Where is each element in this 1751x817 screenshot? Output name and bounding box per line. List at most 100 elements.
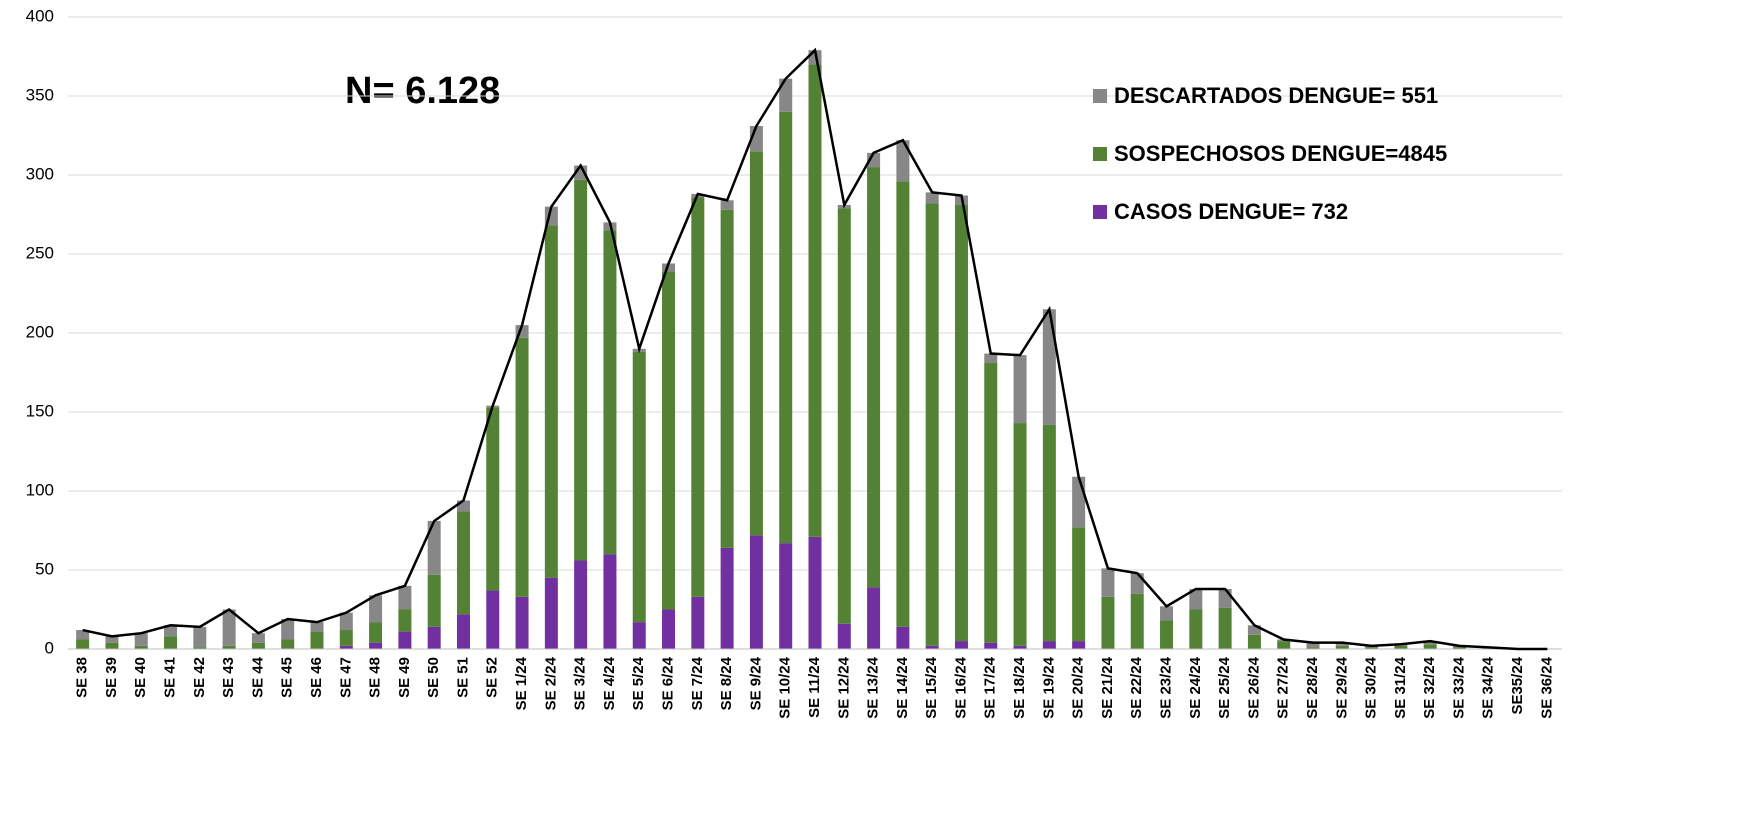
x-tick-label: SE 28/24 [1304,656,1321,718]
x-tick-label: SE 48 [367,657,384,698]
bar-segment [1365,647,1379,649]
x-tick-label: SE 52 [484,657,501,698]
bar-segment [954,641,968,649]
bar-segment [662,271,676,610]
x-tick-label: SE 4/24 [601,656,618,710]
bar-segment [164,625,178,637]
x-tick-label: SE 11/24 [806,656,823,718]
legend-swatch [1093,205,1107,219]
bar-segment [896,626,910,649]
x-tick-label: SE 46 [308,657,325,698]
legend-swatch [1093,89,1107,103]
bar-segment [164,636,178,649]
bar-segment [1072,527,1086,642]
bar-segment [954,205,968,642]
x-tick-label: SE 25/24 [1216,656,1233,718]
bar-segment [1452,647,1466,649]
x-tick-label: SE 1/24 [513,656,530,710]
bar-segment [310,631,324,649]
bar-segment [837,208,851,624]
x-tick-label: SE 39 [103,657,120,698]
x-tick-label: SE 7/24 [689,656,706,710]
x-tick-label: SE 13/24 [865,656,882,718]
legend-swatch [1093,147,1107,161]
x-tick-label: SE 15/24 [923,656,940,718]
bar-segment [339,630,353,646]
x-tick-label: SE 10/24 [777,656,794,718]
bar-segment [76,639,90,649]
x-tick-label: SE 21/24 [1099,656,1116,718]
legend-label: CASOS DENGUE= 732 [1114,199,1348,224]
bar-segment [134,633,148,646]
bar-segment [1042,424,1056,642]
bar-segment [1042,309,1056,425]
bar-segment [398,631,412,649]
bar-segment [808,64,822,537]
total-line [82,47,1548,651]
bar-segment [193,626,207,648]
bar-segment [427,521,441,575]
bar-segment [398,609,412,632]
bar-segment [984,363,998,643]
x-tick-label: SE 40 [132,657,149,698]
bar-segment [896,181,910,627]
bar-segment [105,636,119,643]
bar-segment [779,78,793,112]
x-tick-label: SE 12/24 [835,656,852,718]
bar-segment [76,630,90,640]
bar-segment [1423,641,1437,645]
x-tick-label: SE 45 [279,657,296,698]
bar-segment [251,633,265,643]
bar-segment [1306,642,1320,648]
x-tick-label: SE 49 [396,657,413,698]
bar-segment [1160,620,1174,649]
bar-segment [544,225,558,578]
bar-segment [632,622,646,649]
bar-segment [603,554,617,649]
bar-segment [720,200,734,210]
y-tick-label: 150 [26,401,54,420]
bar-segment [281,639,295,649]
bar-segment [1013,645,1027,649]
bar-segment [1101,568,1115,597]
bar-segment [896,140,910,182]
x-tick-label: SE 38 [74,657,91,698]
x-tick-label: SE 50 [425,657,442,698]
bar-segment [222,645,236,649]
y-tick-label: 350 [26,85,54,104]
bar-segment [1335,645,1349,649]
bar-segment [779,111,793,544]
x-tick-label: SE 26/24 [1245,656,1262,718]
bar-segment [369,595,383,623]
y-tick-label: 0 [45,638,54,657]
bar-segment [1277,641,1291,649]
bar-segment [632,351,646,623]
x-tick-label: SE 32/24 [1421,656,1438,718]
bar-segment [749,151,763,536]
y-tick-label: 400 [26,6,54,25]
bar-segment [1218,607,1232,649]
bar-segment [1013,423,1027,646]
bar-segment [808,536,822,649]
bar-segment [398,585,412,610]
bar-segment [222,609,236,646]
bar-segment [749,535,763,649]
x-tick-label: SE 27/24 [1275,656,1292,718]
annotation: N= 6.128 [345,70,500,112]
x-tick-label: SE 33/24 [1450,656,1467,718]
bar-segment [1101,596,1115,649]
x-tick-label: SE 20/24 [1070,656,1087,718]
bar-segment [1247,625,1261,635]
bar-segment [984,642,998,649]
x-tick-label: SE 2/24 [542,656,559,710]
x-tick-label: SE 18/24 [1011,656,1028,718]
x-tick-label: SE 17/24 [982,656,999,718]
bar-segment [456,500,470,512]
x-tick-label: SE 47 [337,657,354,698]
bar-segment [1306,647,1320,649]
bar-segment [456,511,470,615]
x-tick-label: SE 8/24 [718,656,735,710]
bar-segment [427,574,441,627]
bar-segment [1130,573,1144,594]
